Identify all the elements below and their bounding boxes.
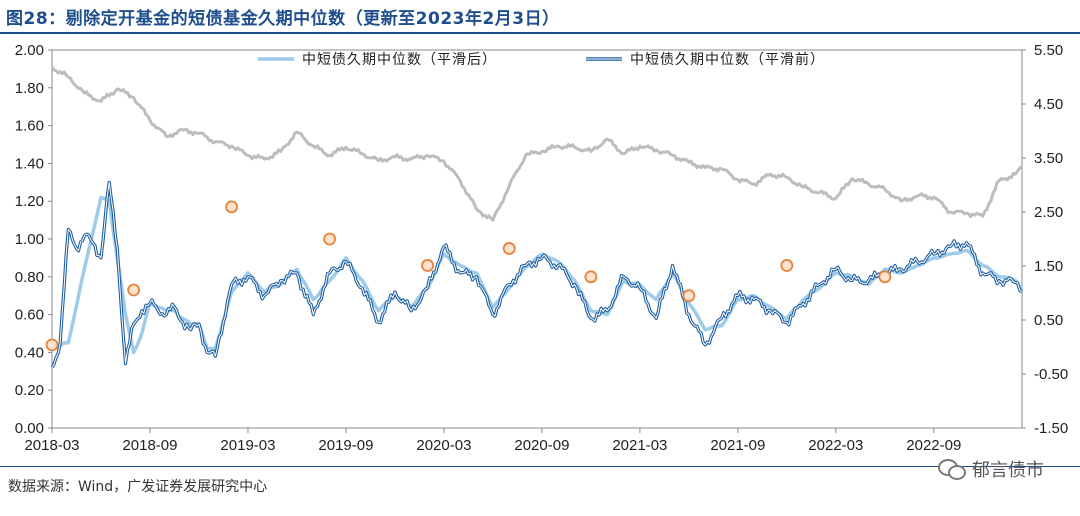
marker-point bbox=[127, 283, 141, 297]
right-axis-tick-label: 2.50 bbox=[1034, 204, 1063, 221]
source-note: 数据来源：Wind，广发证券发展研究中心 bbox=[8, 479, 268, 495]
left-axis-tick-label: 0.20 bbox=[15, 382, 44, 399]
marker-point bbox=[780, 259, 794, 272]
x-axis-tick-label: 2020-03 bbox=[416, 437, 471, 454]
left-axis-tick-label: 0.00 bbox=[15, 420, 44, 437]
x-axis-tick-label: 2021-03 bbox=[612, 437, 667, 454]
chart-title: 图28：剔除定开基金的短债基金久期中位数（更新至2023年2月3日） bbox=[6, 9, 560, 29]
marker-point bbox=[225, 200, 239, 214]
left-axis-tick-label: 1.80 bbox=[15, 80, 44, 97]
x-axis-tick-label: 2018-03 bbox=[24, 437, 79, 454]
x-axis-tick-label: 2022-03 bbox=[808, 437, 863, 454]
left-axis-tick-label: 2.00 bbox=[15, 42, 44, 59]
left-axis-tick-label: 0.40 bbox=[15, 344, 44, 361]
right-axis-tick-label: 0.50 bbox=[1034, 312, 1063, 329]
plot-frame bbox=[51, 49, 1023, 429]
bottom-rule bbox=[0, 466, 1080, 467]
title-rule bbox=[0, 32, 1080, 34]
x-axis-tick-label: 2022-09 bbox=[906, 437, 961, 454]
left-axis-tick-label: 1.20 bbox=[15, 193, 44, 210]
marker-point bbox=[45, 338, 59, 352]
legend-label-smoothed: 中短债久期中位数（平滑后） bbox=[302, 51, 497, 67]
right-axis-tick-label: -0.50 bbox=[1034, 366, 1068, 383]
marker-point bbox=[421, 259, 434, 272]
x-axis-tick-label: 2018-09 bbox=[122, 437, 177, 454]
x-axis-tick-label: 2019-09 bbox=[318, 437, 373, 454]
left-axis-tick-label: 1.00 bbox=[15, 231, 44, 248]
chart-canvas: 0.00 0.20 0.40 0.60 0.80 1.00 1.20 1.40 1.60 1.80… bbox=[15, 42, 1068, 454]
marker-point bbox=[323, 232, 337, 246]
marker-point bbox=[878, 270, 892, 284]
right-axis-tick-label: 1.50 bbox=[1034, 258, 1063, 275]
marker-point bbox=[584, 270, 598, 284]
x-axis-tick-label: 2020-09 bbox=[514, 437, 569, 454]
left-axis-tick-label: 1.60 bbox=[15, 118, 44, 135]
x-axis-tick-label: 2021-09 bbox=[710, 437, 765, 454]
left-axis-tick-label: 1.40 bbox=[15, 155, 44, 172]
left-axis-tick-label: 0.80 bbox=[15, 269, 44, 286]
raw-series-line bbox=[50, 180, 1023, 369]
raw-series-line-inner bbox=[51, 181, 1023, 368]
watermark: 郁言债市 bbox=[938, 456, 1044, 482]
gray-series-line bbox=[50, 66, 1024, 222]
left-axis-tick-label: 0.60 bbox=[15, 307, 44, 324]
legend: 中短债久期中位数（平滑后） 中短债久期中位数（平滑前） bbox=[258, 51, 825, 67]
right-axis-tick-label: 5.50 bbox=[1034, 42, 1063, 59]
x-axis-tick-label: 2019-03 bbox=[220, 437, 275, 454]
watermark-text: 郁言债市 bbox=[972, 460, 1044, 481]
right-axis-tick-label: -1.50 bbox=[1034, 420, 1068, 437]
wechat-icon bbox=[938, 459, 966, 480]
right-axis-tick-label: 4.50 bbox=[1034, 96, 1063, 113]
legend-label-raw: 中短债久期中位数（平滑前） bbox=[630, 51, 825, 67]
marker-point bbox=[502, 242, 516, 255]
right-axis-tick-label: 3.50 bbox=[1034, 150, 1063, 167]
marker-point bbox=[682, 289, 696, 303]
